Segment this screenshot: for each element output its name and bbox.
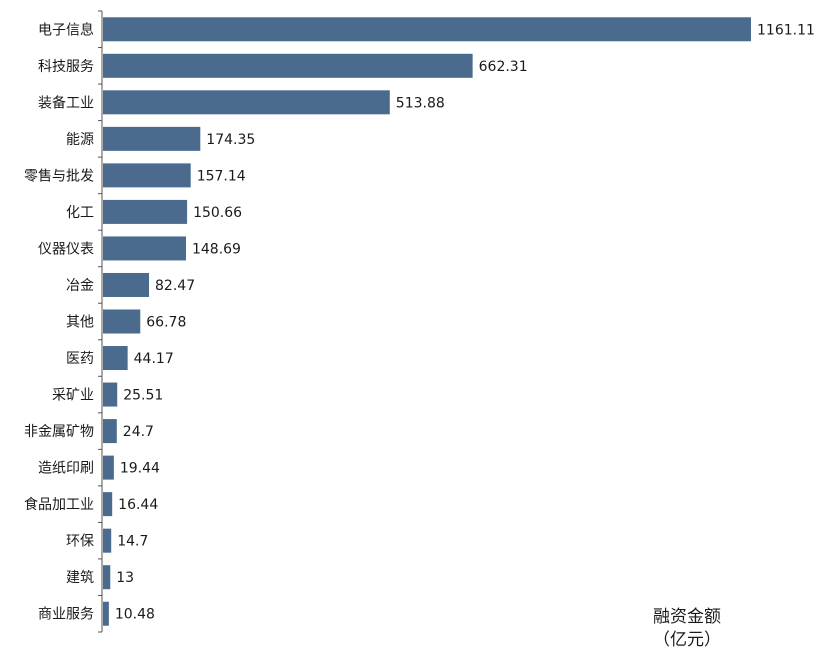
value-label-10: 25.51 — [123, 388, 163, 404]
category-label-3: 能源 — [66, 132, 94, 148]
category-label-1: 科技服务 — [38, 59, 94, 75]
unit-label-line1: 融资金额 — [653, 607, 721, 627]
bar-3 — [103, 126, 201, 151]
value-label-2: 513.88 — [396, 95, 445, 111]
bar-7 — [103, 272, 150, 297]
category-label-12: 造纸印刷 — [38, 461, 94, 477]
value-label-13: 16.44 — [118, 497, 158, 513]
category-label-13: 食品加工业 — [24, 496, 94, 513]
value-label-5: 150.66 — [193, 205, 242, 221]
category-label-15: 建筑 — [66, 570, 94, 586]
value-label-6: 148.69 — [192, 241, 241, 257]
bar-2 — [103, 90, 390, 115]
bar-6 — [103, 236, 186, 261]
bar-16 — [103, 601, 109, 626]
bar-0 — [103, 17, 751, 42]
value-label-3: 174.35 — [206, 132, 255, 148]
category-label-8: 其他 — [66, 315, 94, 331]
value-label-4: 157.14 — [197, 168, 246, 184]
bars-layer — [103, 17, 751, 626]
bar-9 — [103, 346, 128, 371]
value-label-15: 13 — [116, 570, 134, 586]
bar-8 — [103, 309, 141, 334]
bar-15 — [103, 565, 111, 590]
bar-13 — [103, 492, 113, 517]
bar-12 — [103, 455, 114, 480]
value-label-1: 662.31 — [479, 59, 528, 75]
bar-10 — [103, 382, 118, 407]
bar-14 — [103, 528, 112, 553]
unit-label-line2: （亿元） — [653, 630, 721, 650]
labels-layer: 电子信息 1161.11 科技服务 662.31 装备工业 513.88 能源 174.35 零… — [24, 21, 815, 622]
bar-5 — [103, 199, 188, 224]
category-label-6: 仪器仪表 — [38, 241, 94, 257]
y-axis — [98, 10, 103, 633]
value-label-14: 14.7 — [117, 534, 148, 550]
category-label-16: 商业服务 — [38, 607, 94, 623]
value-label-11: 24.7 — [123, 424, 154, 440]
category-label-7: 冶金 — [66, 278, 94, 294]
category-label-9: 医药 — [66, 351, 94, 367]
category-label-5: 化工 — [66, 205, 94, 221]
category-label-10: 采矿业 — [52, 388, 94, 404]
bar-4 — [103, 163, 191, 188]
value-label-8: 66.78 — [146, 315, 186, 331]
category-label-4: 零售与批发 — [24, 168, 94, 184]
category-label-14: 环保 — [66, 534, 94, 550]
category-label-0: 电子信息 — [38, 21, 94, 38]
value-label-7: 82.47 — [155, 278, 195, 294]
bar-11 — [103, 419, 117, 444]
value-label-9: 44.17 — [134, 351, 174, 367]
bar-1 — [103, 53, 473, 78]
value-label-0: 1161.11 — [757, 22, 815, 38]
category-label-11: 非金属矿物 — [24, 424, 94, 440]
value-label-16: 10.48 — [115, 607, 155, 623]
category-label-2: 装备工业 — [38, 94, 94, 111]
value-label-12: 19.44 — [120, 461, 160, 477]
